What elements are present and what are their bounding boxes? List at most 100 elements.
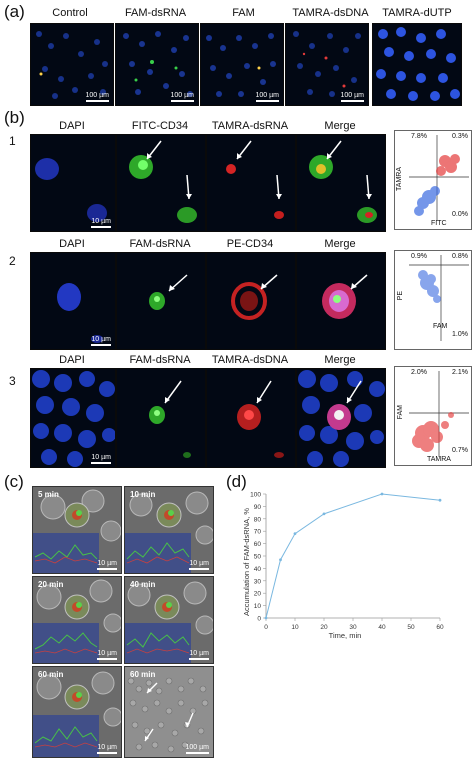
scale-bar: 100 µm bbox=[340, 92, 365, 102]
y-tick-label: 70 bbox=[254, 529, 262, 536]
scale-label: 100 µm bbox=[340, 92, 365, 99]
flow-tl-value: 7.8% bbox=[411, 133, 427, 140]
x-tick-label: 40 bbox=[378, 624, 386, 631]
row-3-image-dapi: 10 µm bbox=[30, 368, 116, 468]
panel-a-image-fam: 100 µm bbox=[200, 23, 284, 106]
row-1-label-merge: Merge bbox=[324, 120, 356, 132]
cell-field bbox=[149, 380, 191, 458]
x-tick-label: 0 bbox=[264, 624, 268, 631]
timelapse-40min: 40 min 10 µm bbox=[124, 576, 214, 664]
cell-field bbox=[32, 370, 115, 467]
panel-a-image-control: 100 µm bbox=[30, 23, 114, 106]
timelapse-label: 5 min bbox=[38, 490, 59, 499]
timelapse-5min: 5 min 10 µm bbox=[32, 486, 122, 574]
y-tick-label: 50 bbox=[254, 554, 262, 561]
chart-ylabel: Accumulation of FAM-dsRNA, % bbox=[242, 508, 251, 616]
flow-br-value: 0.7% bbox=[452, 447, 468, 454]
row-3-image-tamra-dsdna bbox=[206, 368, 296, 468]
y-tick-label: 30 bbox=[254, 578, 262, 585]
cell-field bbox=[309, 140, 377, 223]
row-3-label-dapi: DAPI bbox=[59, 354, 85, 366]
scale-label: 10 µm bbox=[97, 650, 117, 657]
cell-field bbox=[376, 27, 460, 101]
row-3-flow-plot: 2.0% 2.1% 0.7% FAM TAMRA bbox=[394, 366, 472, 466]
scale-bar: 10 µm bbox=[189, 560, 209, 570]
x-tick-label: 30 bbox=[349, 624, 357, 631]
row-1-label-dapi: DAPI bbox=[59, 120, 85, 132]
row-3-label-fam-dsrna: FAM-dsRNA bbox=[129, 354, 191, 366]
x-tick-label: 60 bbox=[436, 624, 444, 631]
panel-a-label-fam: FAM bbox=[232, 7, 255, 19]
cell-field bbox=[237, 380, 284, 458]
panel-b-letter: (b) bbox=[4, 108, 25, 127]
scale-bar: 10 µm bbox=[91, 336, 111, 346]
panel-d-letter: (d) bbox=[226, 472, 247, 491]
row-3-image-fam-dsrna bbox=[116, 368, 206, 468]
chart-axes: 0 10 20 30 40 50 60 70 80 90 100 0 10 20 30 40 50 60 bbox=[250, 492, 444, 632]
flow-ylabel: PE bbox=[397, 291, 404, 301]
flow-br-value: 1.0% bbox=[452, 331, 468, 338]
series-line bbox=[265, 493, 441, 619]
panel-c-letter: (c) bbox=[4, 472, 24, 491]
timelapse-label: 10 min bbox=[130, 490, 156, 499]
y-tick-label: 80 bbox=[254, 516, 262, 523]
row-2-image-pe-cd34 bbox=[206, 252, 296, 350]
scale-label: 100 µm bbox=[185, 744, 210, 751]
row-1-image-fitc-cd34 bbox=[116, 134, 206, 232]
cell-field bbox=[293, 31, 361, 97]
scale-label: 100 µm bbox=[170, 92, 195, 99]
timelapse-label: 60 min bbox=[38, 670, 64, 679]
row-2-label-merge: Merge bbox=[324, 238, 356, 250]
cell-field bbox=[125, 581, 213, 663]
data-point bbox=[438, 498, 442, 502]
row-2-image-dapi: 10 µm bbox=[30, 252, 116, 350]
y-tick-label: 20 bbox=[254, 591, 262, 598]
cell-field bbox=[322, 274, 368, 319]
scale-label: 10 µm bbox=[91, 454, 111, 461]
scale-bar: 100 µm bbox=[85, 92, 109, 102]
row-1-image-dapi: 10 µm bbox=[30, 134, 116, 232]
cell-field bbox=[129, 140, 197, 223]
panel-a-label-control: Control bbox=[52, 7, 88, 19]
scale-label: 10 µm bbox=[97, 560, 117, 567]
panel-a-image-tamra-dsdna: 100 µm bbox=[285, 23, 369, 106]
flow-xlabel: FAM bbox=[433, 323, 448, 330]
timelapse-label: 40 min bbox=[130, 580, 156, 589]
data-point bbox=[264, 616, 268, 620]
chart-marks bbox=[264, 492, 442, 620]
flow-br-value: 0.0% bbox=[452, 211, 468, 218]
panel-a-label-tamra-dsdna: TAMRA-dsDNA bbox=[292, 7, 369, 19]
cell-field bbox=[33, 671, 121, 757]
cell-field bbox=[57, 283, 103, 343]
cell-field bbox=[35, 158, 107, 222]
scale-bar: 100 µm bbox=[185, 744, 210, 754]
row-2-label-dapi: DAPI bbox=[59, 238, 85, 250]
cell-field bbox=[123, 31, 193, 97]
panel-a-image-fam-dsrna: 100 µm bbox=[115, 23, 199, 106]
row-1-label-fitc-cd34: FITC-CD34 bbox=[131, 120, 189, 132]
scale-bar: 100 µm bbox=[255, 92, 279, 102]
timelapse-10min: 10 min 10 µm bbox=[124, 486, 214, 574]
row-1-flow-plot: 7.8% 0.3% 0.0% TAMRA FITC bbox=[394, 130, 472, 230]
scale-label: 10 µm bbox=[189, 650, 209, 657]
row-1-image-merge bbox=[296, 134, 386, 232]
scale-bar: 10 µm bbox=[91, 454, 111, 464]
panel-a-label-fam-dsrna: FAM-dsRNA bbox=[124, 7, 187, 19]
data-point bbox=[293, 532, 297, 536]
data-point bbox=[279, 558, 282, 562]
y-tick-label: 100 bbox=[250, 492, 261, 499]
scale-bar: 10 µm bbox=[91, 218, 111, 228]
timelapse-60min: 60 min 10 µm bbox=[32, 666, 122, 758]
timelapse-label: 60 min bbox=[130, 670, 156, 679]
data-point bbox=[380, 492, 384, 496]
timelapse-label: 20 min bbox=[38, 580, 64, 589]
y-tick-label: 10 bbox=[254, 603, 262, 610]
row-2-flow-plot: 0.9% 0.8% 1.0% PE FAM bbox=[394, 250, 472, 350]
x-tick-label: 50 bbox=[407, 624, 415, 631]
row-1-label-tamra-dsrna: TAMRA-dsRNA bbox=[211, 120, 289, 132]
cell-field bbox=[33, 579, 121, 663]
cell-field bbox=[231, 274, 278, 320]
timelapse-20min: 20 min 10 µm bbox=[32, 576, 122, 664]
y-tick-label: 90 bbox=[254, 504, 262, 511]
row-3-image-merge bbox=[296, 368, 386, 468]
